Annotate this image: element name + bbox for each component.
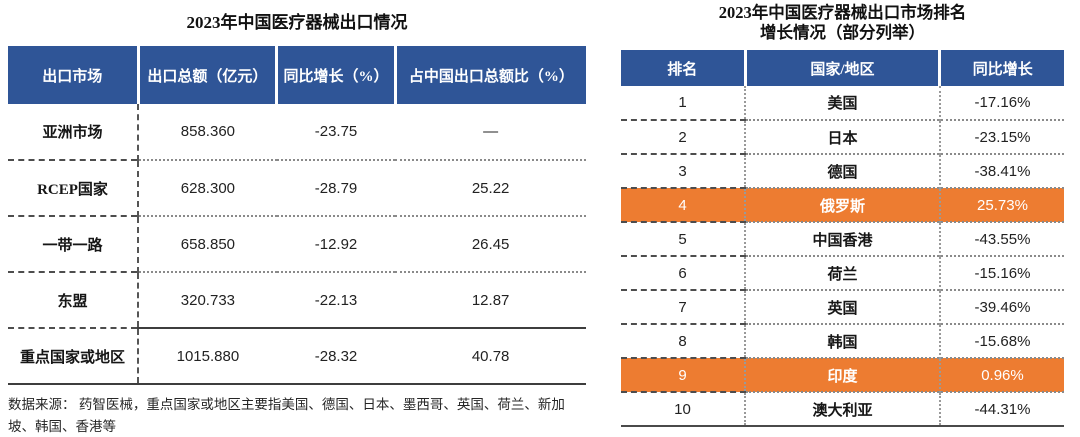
market-cell: 东盟: [8, 271, 140, 328]
header-row: 排名 国家/地区 同比增长: [621, 50, 1064, 87]
country-cell: 印度: [744, 357, 940, 393]
growth-cell: -15.16%: [938, 255, 1064, 291]
table-row: RCEP国家 628.300 -28.79 25.22: [8, 159, 586, 216]
yoy-growth-cell: -22.13: [276, 271, 396, 328]
table-row: 8 韩国 -15.68%: [621, 323, 1064, 359]
table-row: 4 俄罗斯 25.73%: [621, 187, 1064, 223]
rank-cell: 2: [621, 119, 746, 155]
column-header-share: 占中国出口总额比（%）: [393, 46, 586, 104]
column-header-rank: 排名: [621, 50, 746, 87]
rank-cell: 4: [621, 187, 746, 223]
column-header-growth: 同比增长: [938, 50, 1064, 87]
yoy-growth-cell: -12.92: [276, 215, 396, 272]
table-row: 亚洲市场 858.360 -23.75 —: [8, 104, 586, 160]
growth-cell: 0.96%: [938, 357, 1064, 393]
market-cell: 一带一路: [8, 215, 140, 272]
yoy-growth-cell: -28.32: [276, 327, 396, 385]
market-cell: RCEP国家: [8, 159, 140, 216]
ranking-title-line2: 增长情况（部分列举）: [760, 23, 925, 43]
table-row: 10 澳大利亚 -44.31%: [621, 391, 1064, 428]
ranking-table: 排名 国家/地区 同比增长 1 美国 -17.16% 2 日本 -23.15% 3 德国 -38…: [621, 50, 1064, 428]
header-row: 出口市场 出口总额（亿元） 同比增长（%） 占中国出口总额比（%）: [8, 46, 586, 104]
column-header-country: 国家/地区: [743, 50, 940, 87]
country-cell: 韩国: [744, 323, 940, 359]
rank-cell: 8: [621, 323, 746, 359]
data-source-note: 数据来源： 药智医械，重点国家或地区主要指美国、德国、日本、墨西哥、英国、荷兰、…: [8, 397, 565, 434]
country-cell: 日本: [744, 119, 940, 155]
total-export-cell: 320.733: [138, 271, 277, 328]
ranking-title-line1: 2023年中国医疗器械出口市场排名: [718, 3, 967, 22]
share-cell: 26.45: [395, 215, 586, 272]
total-export-cell: 628.300: [138, 159, 277, 216]
country-cell: 英国: [744, 289, 940, 325]
ranking-table-title: 2023年中国医疗器械出口市场排名 增长情况（部分列举）: [621, 3, 1064, 43]
market-cell: 亚洲市场: [8, 104, 140, 160]
growth-cell: -23.15%: [938, 119, 1064, 155]
total-export-cell: 658.850: [138, 215, 277, 272]
column-header-market: 出口市场: [8, 46, 139, 104]
share-cell: 12.87: [395, 271, 586, 328]
ranking-panel: 2023年中国医疗器械出口市场排名 增长情况（部分列举） 排名 国家/地区 同比…: [621, 3, 1064, 428]
growth-cell: -38.41%: [938, 153, 1064, 189]
rank-cell: 9: [621, 357, 746, 393]
ranking-table-body: 1 美国 -17.16% 2 日本 -23.15% 3 德国 -38.41% 4 俄罗斯 25.73%…: [621, 86, 1064, 428]
export-table-title: 2023年中国医疗器械出口情况: [186, 13, 408, 32]
growth-cell: -43.55%: [938, 221, 1064, 257]
export-table-body: 亚洲市场 858.360 -23.75 — RCEP国家 628.300 -28.79 25.…: [8, 104, 586, 385]
table-row: 3 德国 -38.41%: [621, 153, 1064, 189]
table-row: 6 荷兰 -15.16%: [621, 255, 1064, 291]
country-cell: 中国香港: [744, 221, 940, 257]
table-row: 东盟 320.733 -22.13 12.87: [8, 271, 586, 328]
rank-cell: 10: [621, 391, 746, 428]
country-cell: 俄罗斯: [744, 187, 940, 223]
rank-cell: 7: [621, 289, 746, 325]
export-table-header: 出口市场 出口总额（亿元） 同比增长（%） 占中国出口总额比（%）: [8, 46, 586, 104]
table-row: 5 中国香港 -43.55%: [621, 221, 1064, 257]
rank-cell: 6: [621, 255, 746, 291]
country-cell: 澳大利亚: [744, 391, 940, 428]
total-export-cell: 1015.880: [138, 327, 277, 385]
table-row: 1 美国 -17.16%: [621, 86, 1064, 121]
ranking-table-header: 排名 国家/地区 同比增长: [621, 50, 1064, 87]
export-table: 出口市场 出口总额（亿元） 同比增长（%） 占中国出口总额比（%） 亚洲市场 85…: [8, 46, 586, 385]
growth-cell: 25.73%: [938, 187, 1064, 223]
share-cell: —: [483, 123, 499, 140]
growth-cell: -39.46%: [938, 289, 1064, 325]
yoy-growth-cell: -23.75: [314, 123, 358, 140]
growth-cell: -44.31%: [938, 391, 1064, 428]
column-header-total-export: 出口总额（亿元）: [136, 46, 277, 104]
country-cell: 美国: [744, 86, 940, 121]
rank-cell: 1: [678, 94, 687, 112]
table-row: 7 英国 -39.46%: [621, 289, 1064, 325]
total-export-cell: 858.360: [180, 123, 236, 140]
column-header-yoy-growth: 同比增长（%）: [275, 46, 396, 104]
export-overview-panel: 2023年中国医疗器械出口情况 出口市场 出口总额（亿元） 同比增长（%） 占中…: [8, 8, 586, 437]
country-cell: 荷兰: [744, 255, 940, 291]
share-cell: 25.22: [395, 159, 586, 216]
table-row: 重点国家或地区 1015.880 -28.32 40.78: [8, 327, 586, 385]
yoy-growth-cell: -28.79: [276, 159, 396, 216]
table-row: 2 日本 -23.15%: [621, 119, 1064, 155]
rank-cell: 3: [621, 153, 746, 189]
country-cell: 德国: [744, 153, 940, 189]
table-row: 一带一路 658.850 -12.92 26.45: [8, 215, 586, 272]
rank-cell: 5: [621, 221, 746, 257]
market-cell: 重点国家或地区: [8, 327, 140, 385]
growth-cell: -15.68%: [938, 323, 1064, 359]
table-row: 9 印度 0.96%: [621, 357, 1064, 393]
growth-cell: -17.16%: [938, 86, 1064, 121]
share-cell: 40.78: [395, 327, 586, 385]
